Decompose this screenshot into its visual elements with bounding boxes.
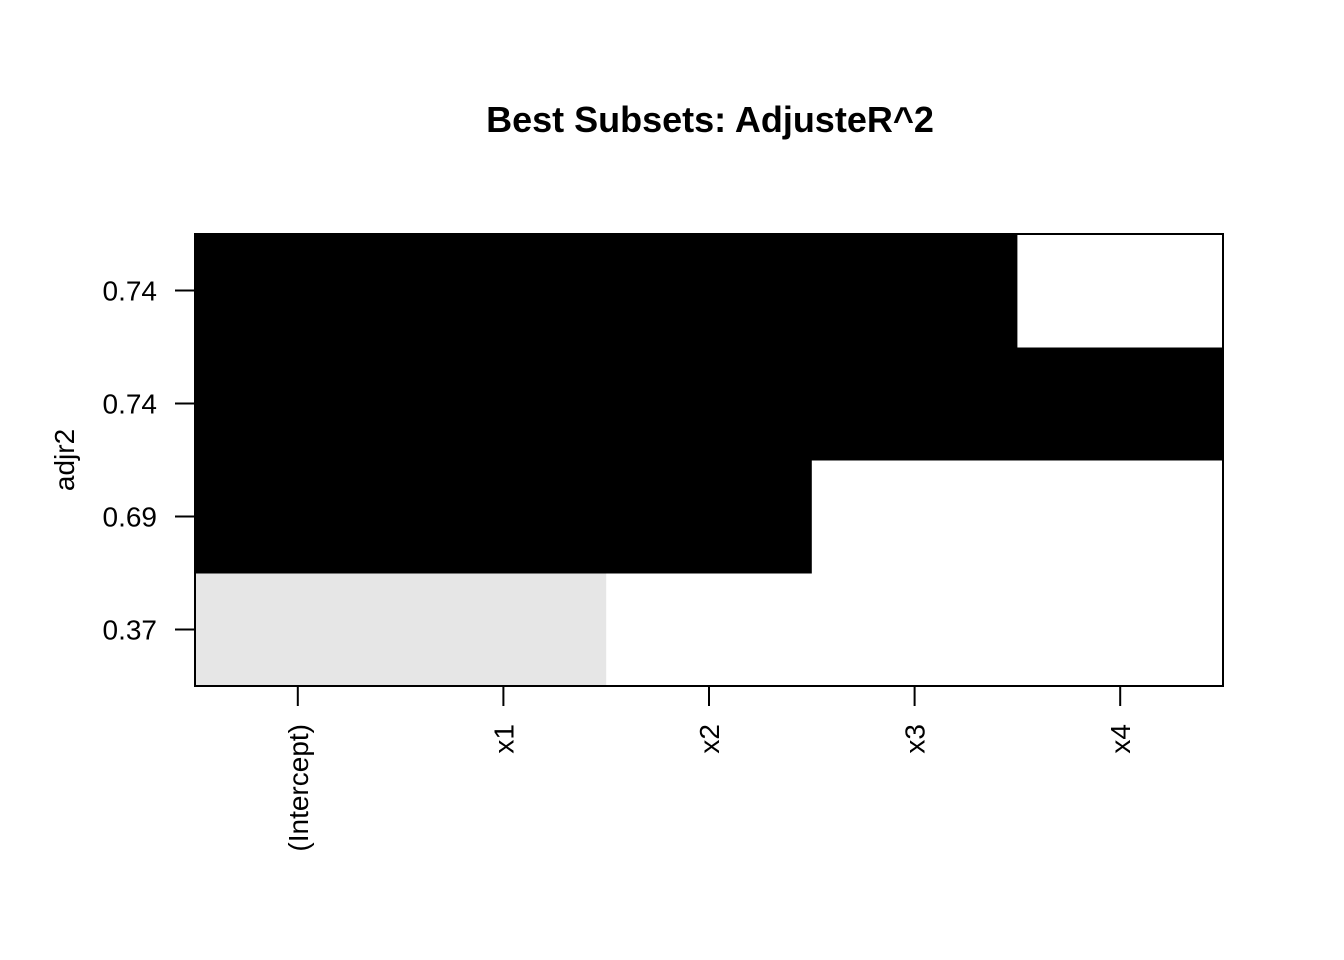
heatmap-cell: [606, 573, 813, 687]
chart-title: Best Subsets: AdjusteR^2: [486, 99, 934, 140]
heatmap-cell: [400, 347, 607, 461]
y-tick-label: 0.37: [103, 615, 158, 646]
y-tick-label: 0.74: [103, 276, 158, 307]
heatmap-cell: [606, 234, 813, 348]
x-tick-label: x1: [488, 724, 519, 754]
heatmap-cell: [195, 347, 402, 461]
heatmap-cells: [195, 234, 1224, 687]
heatmap-cell: [811, 234, 1018, 348]
x-axis: (Intercept) x1 x2 x3 x4: [283, 686, 1136, 852]
y-tick-label: 0.69: [103, 502, 158, 533]
heatmap-cell: [1017, 573, 1224, 687]
heatmap-cell: [400, 460, 607, 574]
y-axis-label: adjr2: [49, 429, 80, 491]
heatmap-cell: [400, 234, 607, 348]
heatmap-cell: [1017, 234, 1224, 348]
heatmap-cell: [195, 460, 402, 574]
heatmap-cell: [811, 460, 1018, 574]
heatmap-cell: [195, 234, 402, 348]
x-tick-label: x4: [1105, 724, 1136, 754]
heatmap-cell: [1017, 460, 1224, 574]
y-tick-label: 0.74: [103, 389, 158, 420]
x-tick-label: (Intercept): [283, 724, 314, 852]
heatmap-cell: [606, 347, 813, 461]
x-tick-label: x2: [694, 724, 725, 754]
heatmap-cell: [811, 347, 1018, 461]
heatmap-cell: [606, 460, 813, 574]
heatmap-cell: [1017, 347, 1224, 461]
y-axis: 0.37 0.69 0.74 0.74: [103, 276, 195, 646]
heatmap-cell: [400, 573, 607, 687]
x-tick-label: x3: [900, 724, 931, 754]
heatmap-cell: [811, 573, 1018, 687]
heatmap-cell: [195, 573, 402, 687]
